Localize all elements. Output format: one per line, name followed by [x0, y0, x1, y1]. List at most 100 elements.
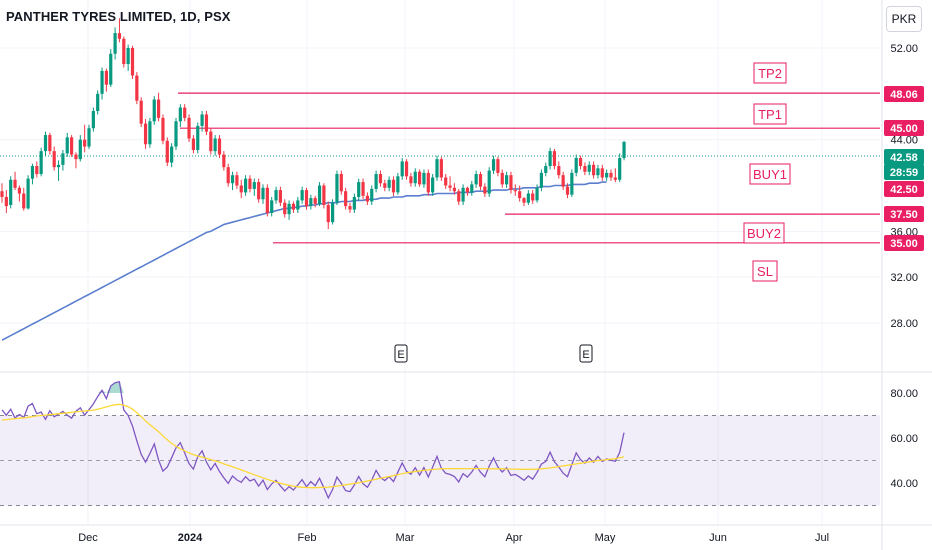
candles [0, 18, 626, 230]
candle-body [139, 100, 143, 124]
candle-body [35, 166, 39, 175]
rsi-tick-label: 80.00 [890, 388, 918, 400]
candle-body [457, 191, 461, 202]
candle-body [439, 159, 443, 178]
candle-body [78, 139, 82, 160]
candle-body [500, 172, 504, 185]
candle-body [531, 193, 535, 201]
earnings-marker [394, 344, 408, 363]
candle-body [122, 38, 126, 65]
candle-body [226, 167, 230, 184]
candle-body [496, 159, 500, 173]
price-badge [884, 164, 924, 180]
candle-body [418, 171, 422, 185]
candle-body [239, 185, 243, 193]
candle-body [17, 187, 21, 194]
candle-body [426, 172, 430, 193]
candle-body [43, 135, 48, 152]
annotation-sl: SL [757, 264, 773, 279]
candle-body [113, 33, 117, 54]
candle-body [518, 191, 522, 199]
candle-body [248, 178, 252, 189]
candle-body [483, 186, 487, 194]
annotation-box-sl [752, 260, 778, 282]
candle-body [161, 117, 165, 141]
candle-body [230, 175, 235, 184]
candle-body [374, 174, 378, 189]
candle-body [274, 190, 278, 201]
annotation-box-tp1 [753, 103, 787, 125]
price-tick-label: 32.00 [890, 272, 918, 284]
candle-body [9, 179, 13, 205]
candle-body [178, 107, 182, 122]
candle-body [174, 121, 178, 147]
candle-body [391, 179, 396, 193]
price-tick-label: 52.00 [890, 43, 918, 55]
candle-body [396, 176, 400, 193]
candle-body [422, 172, 426, 185]
price-badge [884, 181, 924, 197]
candle-body [317, 185, 322, 204]
candle-body [535, 187, 539, 201]
rsi-tick-label: 40.00 [890, 478, 918, 490]
price-badge [884, 149, 924, 165]
candle-body [339, 174, 343, 192]
candle-body [409, 176, 413, 184]
candle-body [291, 203, 296, 210]
price-badge [884, 235, 924, 251]
candle-body [378, 174, 383, 184]
annotation-tp2: TP2 [758, 66, 782, 81]
price-badge-label: 48.06 [890, 89, 918, 101]
candle-body [557, 166, 561, 176]
candle-body [461, 187, 465, 202]
candle-body [4, 196, 8, 207]
candle-body [387, 179, 391, 188]
annotation-box-buy2 [743, 222, 785, 244]
candle-body [0, 191, 4, 197]
time-tick-label: Dec [78, 532, 98, 544]
time-tick-label: 2024 [178, 532, 203, 544]
annotation-buy1: BUY1 [753, 167, 787, 182]
currency-button[interactable]: PKR [886, 6, 922, 32]
candle-body [244, 178, 248, 193]
candle-body [361, 182, 365, 196]
candle-body [344, 191, 348, 207]
candle-body [191, 138, 195, 150]
candle-body [583, 166, 587, 172]
candle-body [570, 172, 574, 195]
candle-body [261, 187, 265, 200]
candle-body [326, 204, 330, 223]
time-tick-label: May [595, 532, 616, 544]
candle-body [252, 182, 256, 189]
candle-body [596, 168, 600, 176]
rsi-line [1, 381, 625, 500]
candle-body [509, 175, 513, 191]
candle-body [204, 114, 209, 132]
candle-body [618, 158, 622, 180]
price-badge [884, 86, 924, 102]
candle-body [83, 139, 87, 147]
candle-body [600, 168, 604, 178]
candle-body [265, 187, 269, 213]
annotation-box-buy1 [749, 163, 791, 185]
candle-body [135, 75, 139, 101]
candle-body [552, 151, 557, 167]
price-badge [884, 206, 924, 222]
rsi-ma-line [1, 403, 625, 489]
candle-body [383, 183, 387, 188]
candle-body [217, 138, 222, 155]
price-badge-label: 28:59 [890, 167, 918, 179]
candle-body [196, 125, 200, 150]
price-badge-label: 45.00 [890, 123, 918, 135]
candle-body [578, 158, 583, 167]
chart-title: PANTHER TYRES LIMITED, 1D, PSX [6, 9, 231, 24]
candle-body [544, 166, 548, 173]
candle-body [313, 198, 317, 204]
price-tick-label: 44.00 [890, 135, 918, 147]
candle-body [561, 175, 565, 187]
candle-body [100, 70, 104, 94]
candle-body [213, 138, 217, 152]
candle-body [548, 151, 552, 167]
candle-body [117, 33, 122, 39]
